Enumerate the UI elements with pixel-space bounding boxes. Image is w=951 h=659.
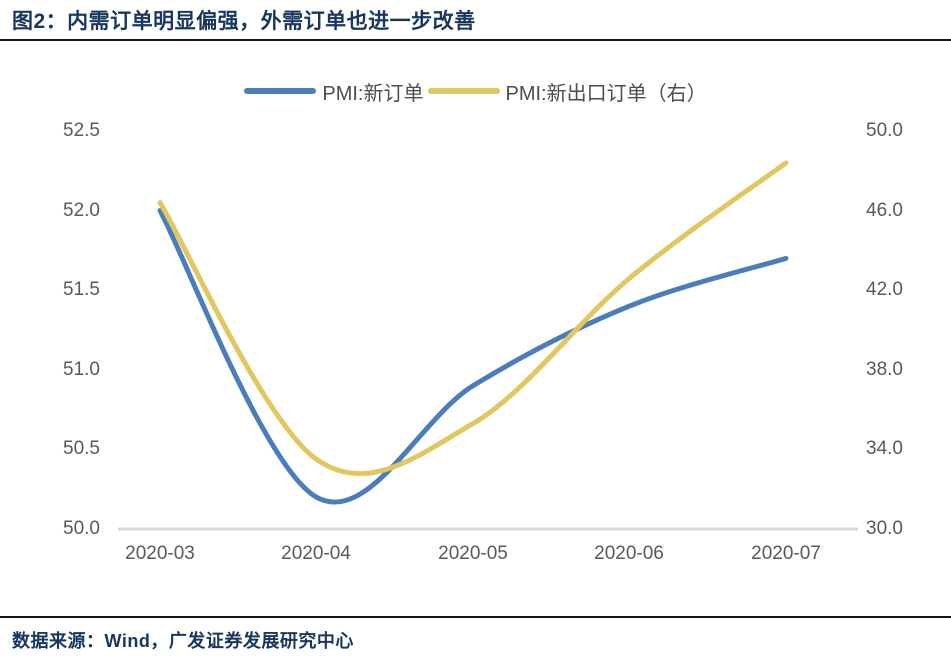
left-axis-tick: 51.5 [63, 279, 100, 300]
footer-divider [0, 616, 951, 618]
left-axis-tick: 52.0 [63, 200, 100, 221]
left-axis-tick: 50.5 [63, 438, 100, 459]
right-axis-tick: 42.0 [866, 279, 903, 300]
left-axis-tick: 52.5 [63, 120, 100, 141]
data-source: 数据来源：Wind，广发证券发展研究中心 [12, 631, 354, 651]
legend-item-new-export-orders: PMI:新出口订单（右） [427, 77, 707, 106]
left-axis-tick: 50.0 [63, 518, 100, 539]
legend-line-swatch-yellow [427, 88, 500, 94]
right-axis-tick: 34.0 [866, 438, 903, 459]
x-axis-tick: 2020-05 [438, 543, 508, 564]
x-axis-tick: 2020-04 [281, 543, 351, 564]
right-axis-tick: 50.0 [866, 120, 903, 141]
right-axis-tick: 38.0 [866, 359, 903, 380]
series-line-blue [157, 208, 789, 505]
left-axis-tick: 51.0 [63, 359, 100, 380]
x-axis-tick: 2020-07 [751, 543, 821, 564]
legend-item-new-orders: PMI:新订单 [244, 77, 424, 106]
x-axis-tick: 2020-06 [594, 543, 664, 564]
figure-title: 图2：内需订单明显偏强，外需订单也进一步改善 [12, 10, 476, 33]
legend-label-new-orders: PMI:新订单 [322, 82, 424, 105]
legend-label-new-export-orders: PMI:新出口订单（右） [505, 82, 707, 105]
x-axis-tick: 2020-03 [125, 543, 195, 564]
title-divider [0, 39, 951, 41]
series-line-yellow [157, 160, 789, 477]
right-axis-tick: 46.0 [866, 200, 903, 221]
chart-legend: PMI:新订单 PMI:新出口订单（右） [0, 77, 951, 106]
legend-line-swatch-blue [244, 88, 317, 94]
right-axis-tick: 30.0 [866, 518, 903, 539]
